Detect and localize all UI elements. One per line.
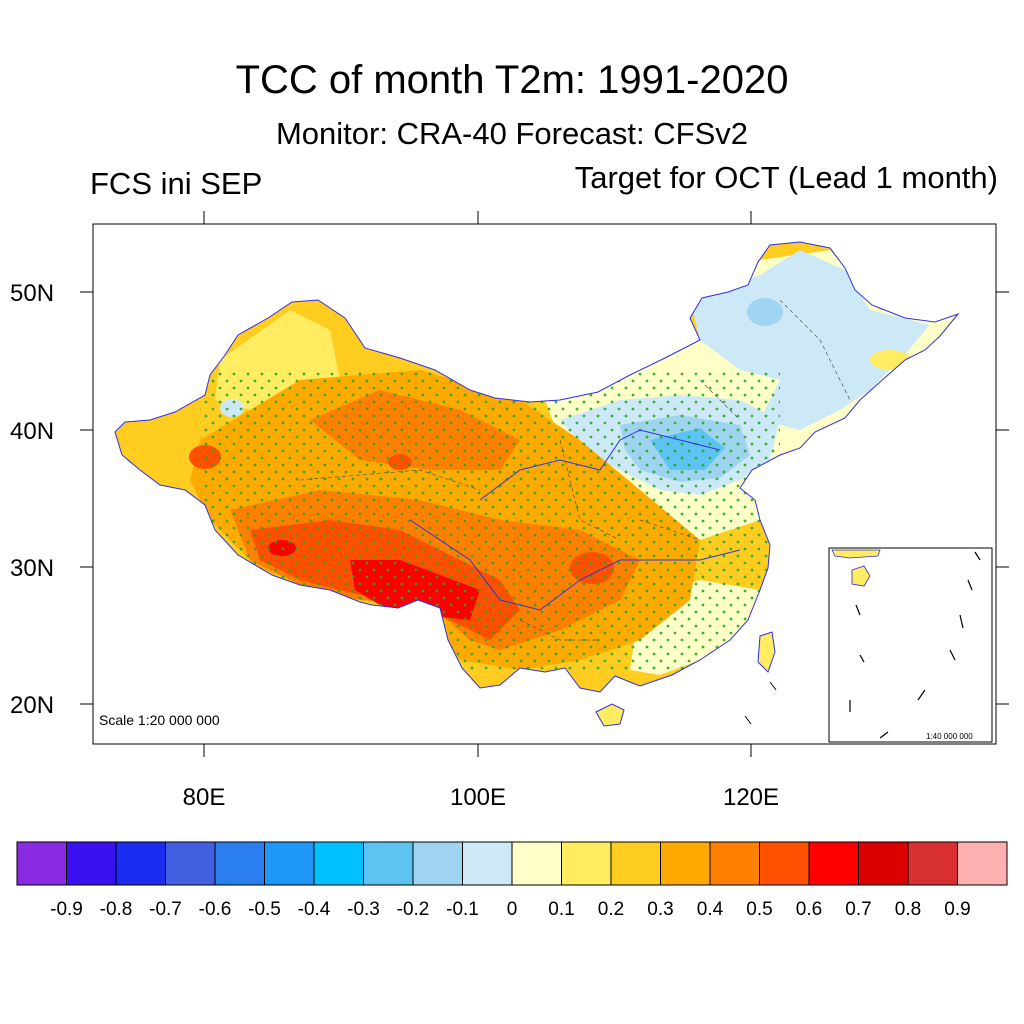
inset-nine-dash-line	[849, 551, 981, 739]
inset-hainan	[851, 565, 871, 587]
colorbar-box	[115, 841, 166, 886]
colorbar-box	[313, 841, 364, 886]
lon-label-100e: 100E	[450, 784, 506, 811]
colorbar-box	[957, 841, 1008, 886]
colorbar-tick-label: 0	[507, 899, 518, 920]
colorbar-box	[709, 841, 760, 886]
colorbar-tick-label: -0.9	[50, 899, 83, 920]
colorbar-box	[363, 841, 414, 886]
colorbar-box	[660, 841, 711, 886]
chart-subtitle: Monitor: CRA-40 Forecast: CFSv2	[275, 116, 749, 151]
colorbar-box	[808, 841, 859, 886]
colorbar-tick-label: 0.5	[746, 899, 772, 920]
northeast-light-blue	[690, 250, 930, 430]
colorbar-tick-label: -0.6	[199, 899, 232, 920]
colorbar-box	[759, 841, 810, 886]
china-border	[114, 241, 960, 693]
colorbar-tick-label: 0.4	[697, 899, 724, 920]
northeast-mid-blue-patch	[747, 298, 783, 326]
hainan-island	[595, 703, 625, 727]
colorbar-tick-label: -0.3	[347, 899, 380, 920]
colorbar-box	[412, 841, 463, 886]
colorbar-box	[264, 841, 315, 886]
lon-label-120e: 120E	[723, 784, 779, 811]
map-figure: 1:40 000 000 50N 40N 30N 20N 80E 100E 12…	[10, 211, 1009, 811]
province-lines	[299, 299, 851, 641]
lat-label-30n: 30N	[10, 555, 54, 582]
taiwan-island	[757, 631, 776, 673]
lat-label-20n: 20N	[10, 692, 54, 719]
outside-dash-marks	[744, 681, 777, 725]
china-land	[114, 241, 960, 727]
colorbar-tick-label: -0.8	[100, 899, 133, 920]
chart-title: TCC of month T2m: 1991-2020	[235, 58, 789, 102]
lat-label-40n: 40N	[10, 418, 54, 445]
colorbar-box	[858, 841, 909, 886]
colorbar-box	[214, 841, 265, 886]
colorbar-labels: -0.9 -0.8 -0.7 -0.6 -0.5 -0.4 -0.3 -0.2 -0.1 0 0.1…	[50, 899, 971, 920]
lon-label-80e: 80E	[183, 784, 226, 811]
colorbar-boxes	[16, 841, 1008, 886]
colorbar-tick-label: -0.5	[248, 899, 281, 920]
initialization-label: FCS ini SEP	[90, 166, 263, 201]
colorbar-tick-label: -0.7	[149, 899, 182, 920]
colorbar-tick-label: 0.8	[895, 899, 921, 920]
colorbar-box	[610, 841, 661, 886]
yangtze-river	[409, 519, 741, 611]
colorbar-tick-label: 0.1	[548, 899, 574, 920]
colorbar-box	[561, 841, 612, 886]
colorbar-box	[165, 841, 216, 886]
colorbar-tick-label: 0.7	[845, 899, 871, 920]
inset-coast	[831, 549, 881, 559]
colorbar-tick-label: -0.4	[298, 899, 331, 920]
colorbar-tick-label: -0.2	[397, 899, 430, 920]
axis-ticks	[80, 211, 1009, 757]
lat-label-50n: 50N	[10, 280, 54, 307]
colorbar-tick-label: 0.2	[598, 899, 624, 920]
inset-scale-label: 1:40 000 000	[926, 732, 973, 741]
main-scale-label: Scale 1:20 000 000	[99, 712, 220, 728]
colorbar-tick-label: 0.6	[796, 899, 822, 920]
colorbar-box	[16, 841, 67, 886]
colorbar-box	[511, 841, 562, 886]
inset-south-china-sea: 1:40 000 000	[828, 547, 993, 743]
colorbar-box	[462, 841, 513, 886]
target-label: Target for OCT (Lead 1 month)	[574, 160, 998, 195]
colorbar-tick-label: -0.1	[446, 899, 479, 920]
colorbar-box	[66, 841, 117, 886]
colorbar-tick-label: 0.3	[647, 899, 673, 920]
yellow-river	[479, 429, 721, 501]
colorbar-tick-label: 0.9	[944, 899, 970, 920]
colorbar-box	[907, 841, 958, 886]
